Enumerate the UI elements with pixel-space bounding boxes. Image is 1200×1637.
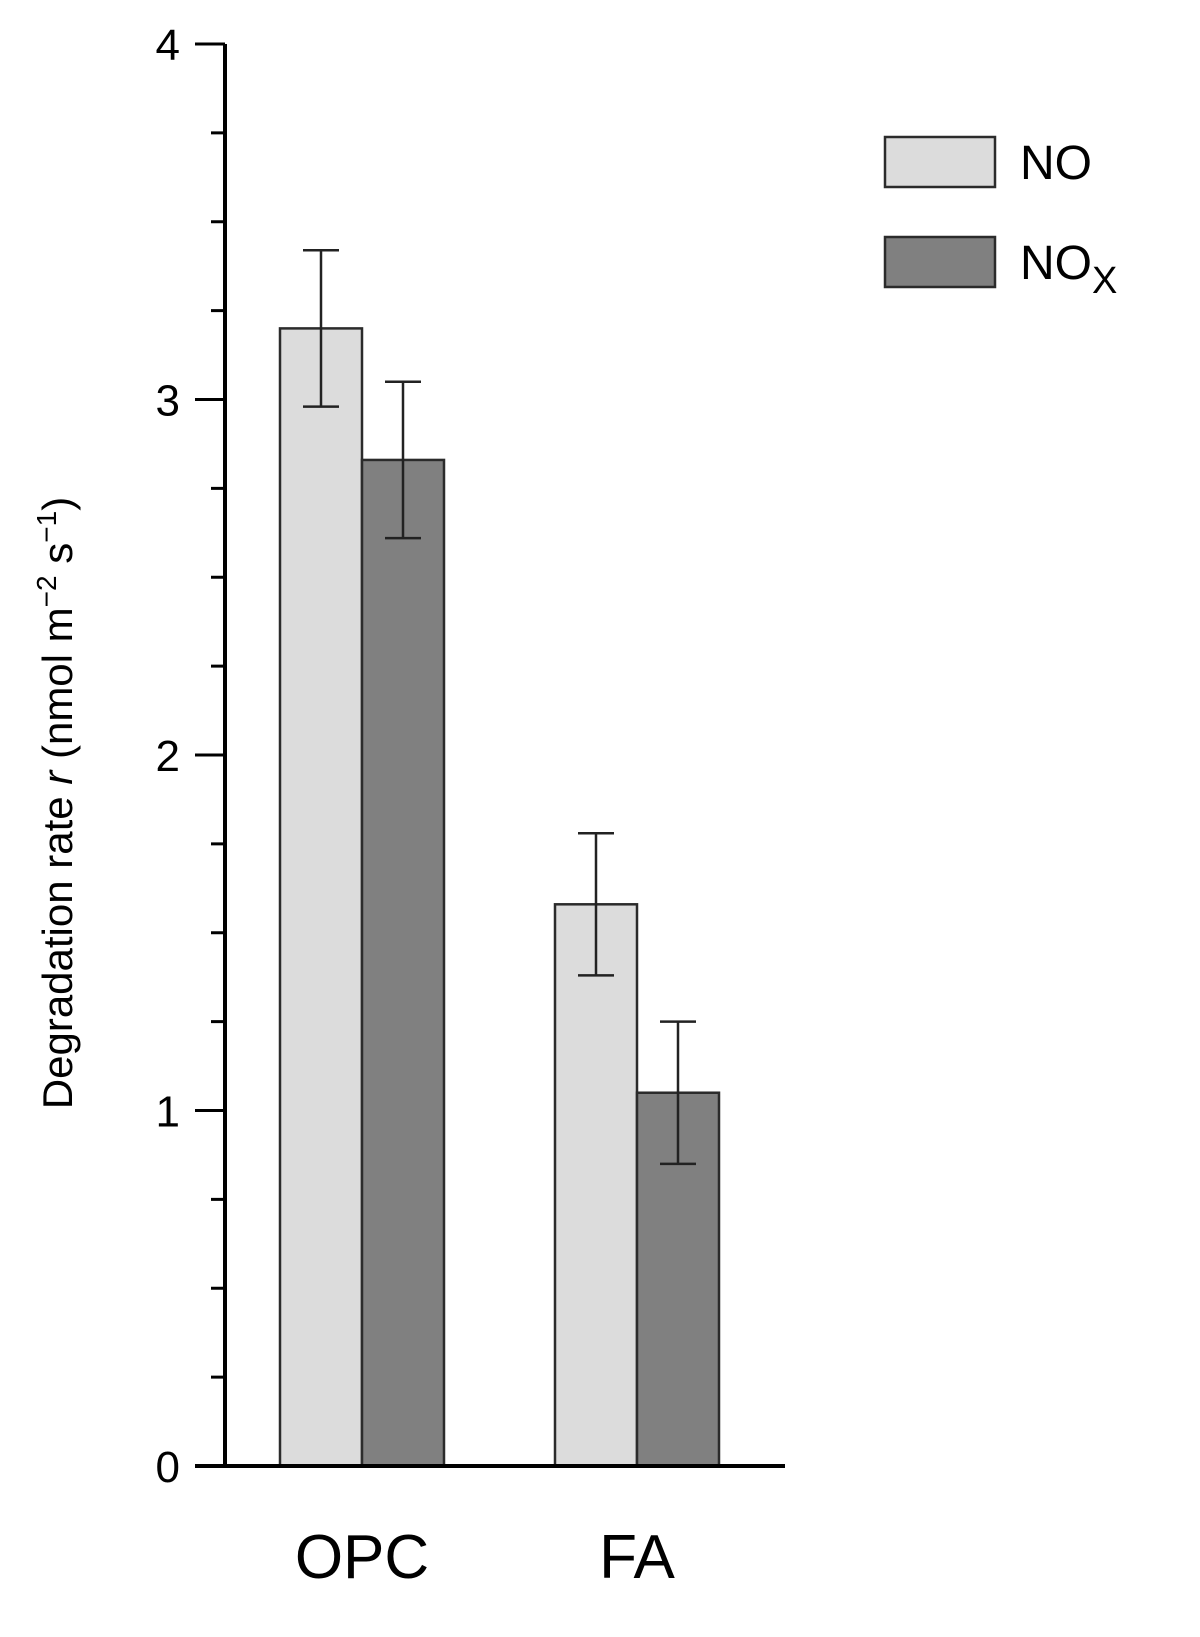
x-tick-label: FA bbox=[599, 1523, 675, 1592]
error-bars-group bbox=[303, 248, 696, 1166]
bars-group bbox=[278, 327, 721, 1468]
y-axis-label-units-mid: s bbox=[34, 543, 81, 576]
bar-opc-nox bbox=[360, 458, 446, 1468]
x-tick-label: OPC bbox=[295, 1523, 429, 1592]
legend-label-text: NO bbox=[1020, 137, 1092, 190]
legend-label-subscript: X bbox=[1092, 260, 1117, 302]
y-axis-label-units-open: (nmol m bbox=[34, 607, 81, 770]
y-axis-label-prefix: Degradation rate bbox=[34, 785, 81, 1110]
legend-swatch-no bbox=[883, 135, 997, 189]
legend-label-text: NO bbox=[1020, 237, 1092, 290]
y-tick-label: 0 bbox=[156, 1443, 180, 1492]
y-tick-label: 4 bbox=[156, 21, 180, 70]
y-axis-label-sup1: −2 bbox=[31, 575, 62, 607]
y-tick-label: 3 bbox=[156, 377, 180, 426]
legend-label-no: NO bbox=[1020, 137, 1092, 190]
legend-label-nox: NOX bbox=[1020, 237, 1117, 302]
bar-fa-no bbox=[553, 903, 639, 1468]
y-tick-label: 1 bbox=[156, 1088, 180, 1137]
y-axis-label-units-close: ) bbox=[34, 497, 81, 511]
y-ticks-group: 0 1 2 3 4 bbox=[156, 21, 225, 1492]
legend-swatch-nox bbox=[883, 235, 997, 289]
y-axis-label-variable: r bbox=[34, 769, 81, 785]
x-tick-labels-group: OPC FA bbox=[295, 1523, 676, 1592]
y-axis-label-sup2: −1 bbox=[31, 511, 62, 543]
y-axis-label: Degradation rate r (nmol m−2 s−1) bbox=[31, 497, 81, 1109]
y-tick-label: 2 bbox=[156, 732, 180, 781]
bar-opc-no bbox=[278, 327, 364, 1468]
